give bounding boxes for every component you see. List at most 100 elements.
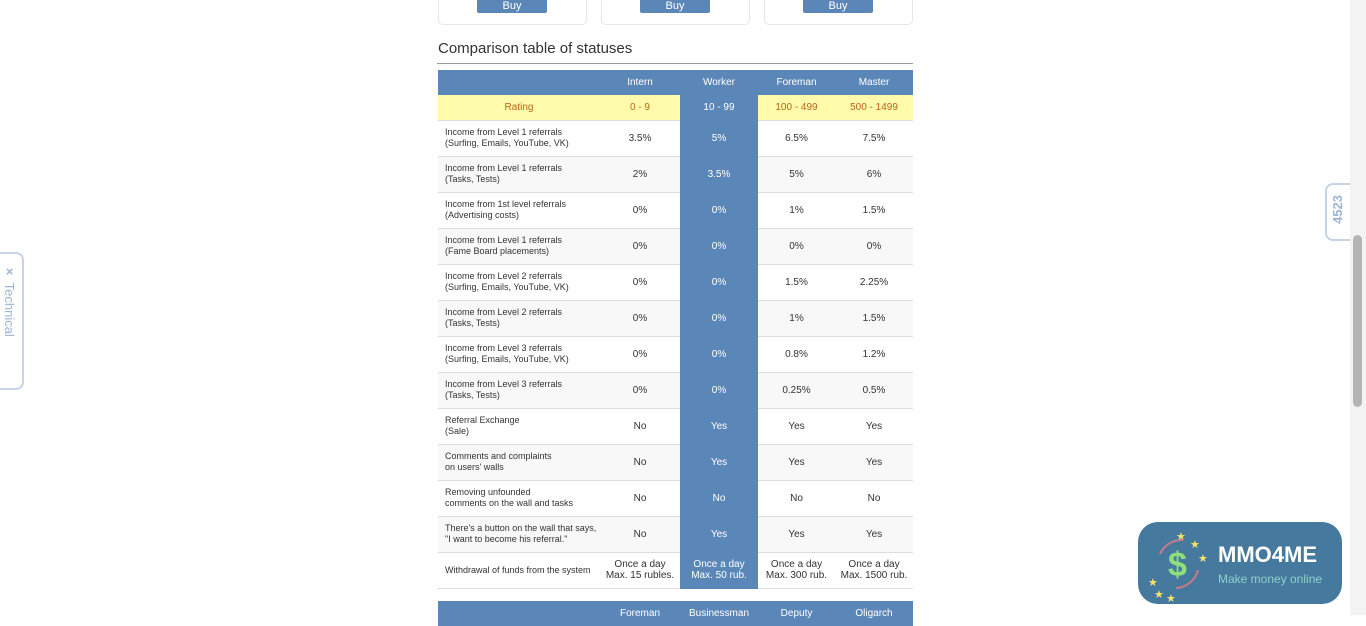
row-label: Income from Level 1 referrals (Surfing, E…	[438, 120, 600, 157]
cell: 500 - 1499	[835, 95, 913, 121]
cell: 0.5%	[835, 372, 913, 409]
row-label: Referral Exchange (Sale)	[438, 408, 600, 445]
plan-card: Buy	[764, 0, 913, 25]
cell: 0%	[680, 228, 758, 265]
cell: 1.5%	[758, 264, 835, 301]
svg-text:★: ★	[1190, 539, 1200, 551]
table-row: Comments and complaints on users' walls No…	[438, 444, 913, 481]
cell: Yes	[680, 408, 758, 445]
column-header: Oligarch	[835, 601, 913, 626]
svg-text:★: ★	[1154, 589, 1164, 601]
scrollbar[interactable]	[1350, 0, 1366, 615]
cell: 0 - 9	[600, 95, 680, 121]
cell: Yes	[835, 444, 913, 481]
table-row: Removing unfounded comments on the wall a…	[438, 480, 913, 517]
cell: 1.5%	[835, 300, 913, 337]
column-header: Intern	[600, 70, 680, 95]
scrollbar-thumb[interactable]	[1353, 235, 1362, 407]
svg-text:★: ★	[1176, 531, 1186, 543]
cell: 1%	[758, 192, 835, 229]
plan-card: Buy	[601, 0, 750, 25]
column-header	[438, 601, 600, 626]
online-counter-tab[interactable]: 4523	[1325, 183, 1351, 241]
row-label: Income from Level 1 referrals (Fame Board…	[438, 228, 600, 265]
cell: 0%	[680, 372, 758, 409]
cell: No	[758, 480, 835, 517]
cell: Yes	[835, 516, 913, 553]
cell: Yes	[680, 516, 758, 553]
rating-row: Rating 0 - 9 10 - 99 100 - 499 500 - 1499	[438, 95, 913, 121]
cell: 0%	[600, 192, 680, 229]
row-label: Rating	[438, 95, 600, 121]
cell: Yes	[835, 408, 913, 445]
cell: 0%	[600, 300, 680, 337]
cell: 100 - 499	[758, 95, 835, 121]
cell: 0.8%	[758, 336, 835, 373]
technical-side-tab[interactable]: × Technical	[0, 252, 24, 390]
row-label: There's a button on the wall that says, "…	[438, 516, 600, 553]
cell: 3.5%	[600, 120, 680, 157]
column-header	[438, 70, 600, 95]
svg-text:★: ★	[1148, 577, 1158, 589]
cell: No	[600, 444, 680, 481]
svg-text:$: $	[1168, 546, 1187, 584]
cell: 0%	[680, 192, 758, 229]
column-header: Businessman	[680, 601, 758, 626]
cell: 3.5%	[680, 156, 758, 193]
status-comparison-table: Intern Worker Foreman Master Rating 0 - 9 10 …	[438, 70, 913, 589]
cell: 1%	[758, 300, 835, 337]
side-tab-label: Technical	[2, 282, 17, 337]
counter-value: 4523	[1330, 195, 1345, 224]
row-label: Withdrawal of funds from the system	[438, 552, 600, 589]
cell: 0%	[680, 336, 758, 373]
row-label: Income from Level 3 referrals (Tasks, Tes…	[438, 372, 600, 409]
plan-card: Buy	[438, 0, 587, 25]
cell: 6%	[835, 156, 913, 193]
logo-name: MMO4ME	[1218, 542, 1317, 567]
cell: 0%	[835, 228, 913, 265]
cell: No	[835, 480, 913, 517]
row-label: Removing unfounded comments on the wall a…	[438, 480, 600, 517]
cell: Yes	[758, 408, 835, 445]
dollar-cycle-icon: $ ★★★ ★★ ★	[1148, 531, 1208, 605]
table-row: Income from Level 3 referrals (Surfing, E…	[438, 336, 913, 373]
divider	[437, 63, 913, 64]
cell: 0%	[680, 264, 758, 301]
cell: Yes	[758, 516, 835, 553]
table-row: Withdrawal of funds from the system Once …	[438, 552, 913, 589]
column-header: Worker	[680, 70, 758, 95]
table-row: There's a button on the wall that says, "…	[438, 516, 913, 553]
cell: No	[600, 408, 680, 445]
status-comparison-table-2: Foreman Businessman Deputy Oligarch	[438, 601, 913, 626]
row-label: Income from Level 1 referrals (Tasks, Tes…	[438, 156, 600, 193]
row-label: Income from 1st level referrals (Advertis…	[438, 192, 600, 229]
table-row: Income from Level 1 referrals (Fame Board…	[438, 228, 913, 265]
buy-button[interactable]: Buy	[477, 0, 547, 13]
svg-text:★: ★	[1198, 553, 1208, 565]
cell: Once a day Max. 300 rub.	[758, 552, 835, 589]
cell: No	[600, 480, 680, 517]
svg-text:★: ★	[1166, 593, 1176, 604]
cell: Yes	[680, 444, 758, 481]
table-row: Income from Level 3 referrals (Tasks, Tes…	[438, 372, 913, 409]
cell: No	[680, 480, 758, 517]
table-row: Income from 1st level referrals (Advertis…	[438, 192, 913, 229]
table-row: Income from Level 2 referrals (Tasks, Tes…	[438, 300, 913, 337]
cell: 10 - 99	[680, 95, 758, 121]
row-label: Income from Level 2 referrals (Surfing, E…	[438, 264, 600, 301]
row-label: Income from Level 3 referrals (Surfing, E…	[438, 336, 600, 373]
row-label: Income from Level 2 referrals (Tasks, Tes…	[438, 300, 600, 337]
table-row: Income from Level 1 referrals (Surfing, E…	[438, 120, 913, 157]
buy-button[interactable]: Buy	[803, 0, 873, 13]
cell: Once a day Max. 15 rubles.	[600, 552, 680, 589]
cell: 0%	[600, 372, 680, 409]
cell: 6.5%	[758, 120, 835, 157]
close-icon[interactable]: ×	[2, 264, 17, 279]
table-row: Referral Exchange (Sale) No Yes Yes Yes	[438, 408, 913, 445]
cell: 0%	[600, 336, 680, 373]
cell: Yes	[758, 444, 835, 481]
column-header: Master	[835, 70, 913, 95]
buy-button[interactable]: Buy	[640, 0, 710, 13]
cell: 2%	[600, 156, 680, 193]
cell: 0%	[600, 228, 680, 265]
